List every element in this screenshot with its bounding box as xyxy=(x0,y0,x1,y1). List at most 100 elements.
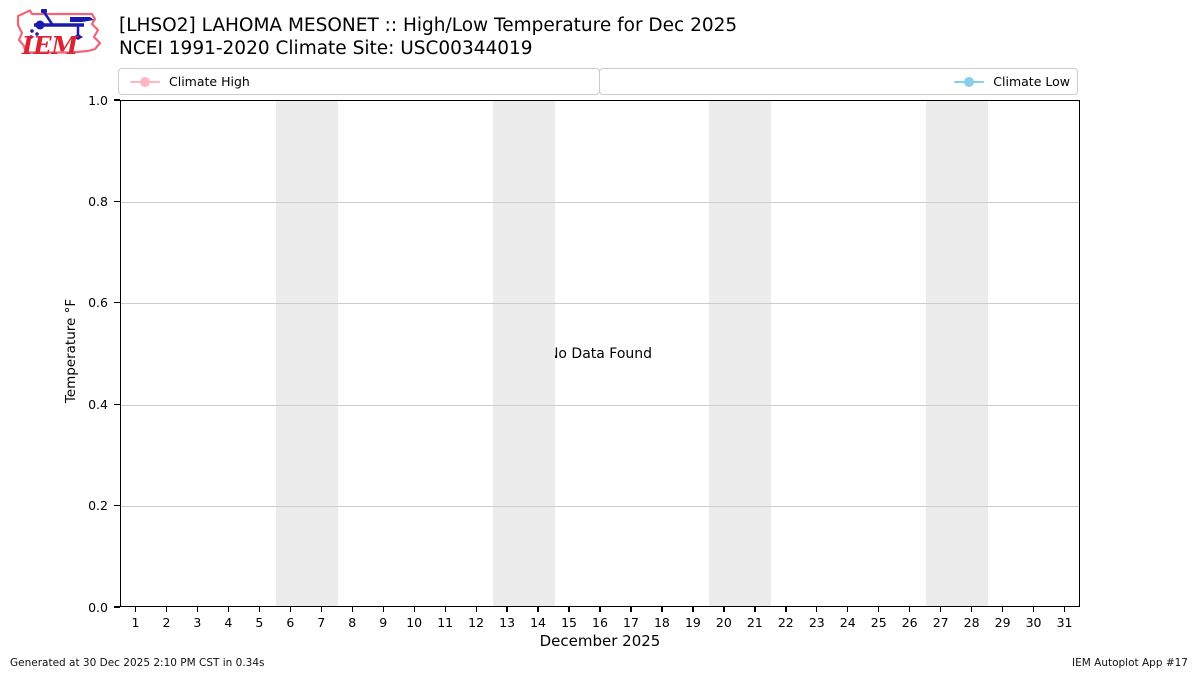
x-tick-label: 27 xyxy=(932,615,949,630)
x-tick-label: 25 xyxy=(870,615,887,630)
app-credit: IEM Autoplot App #17 xyxy=(1072,657,1188,669)
weather-vane-icon xyxy=(29,9,94,40)
legend-label-climate-low: Climate Low xyxy=(993,74,1070,89)
y-axis-label: Temperature °F xyxy=(63,298,79,404)
x-tick-mark xyxy=(754,607,756,612)
x-tick-mark xyxy=(351,607,353,612)
y-tick-label: 0.6 xyxy=(88,295,108,311)
x-tick-label: 1 xyxy=(131,615,140,630)
x-tick-label: 10 xyxy=(406,615,423,630)
y-tick-label: 0.0 xyxy=(88,599,108,615)
legend-entry-climate-high: Climate High xyxy=(118,68,600,95)
y-tick-mark xyxy=(113,403,120,405)
x-tick-label: 17 xyxy=(623,615,639,630)
x-tick-label: 12 xyxy=(468,615,485,630)
x-tick-label: 28 xyxy=(963,615,980,630)
climate-low-marker-icon xyxy=(954,76,985,87)
x-tick-label: 14 xyxy=(530,615,547,630)
x-tick-mark xyxy=(413,607,415,612)
iem-logo: IEM xyxy=(16,9,102,60)
x-tick-label: 9 xyxy=(379,615,388,630)
x-tick-label: 18 xyxy=(653,615,670,630)
x-tick-mark xyxy=(537,607,539,612)
y-gridline xyxy=(121,404,1079,406)
x-tick-label: 11 xyxy=(437,615,454,630)
x-tick-mark xyxy=(909,607,911,612)
x-tick-label: 8 xyxy=(348,615,357,630)
y-gridline xyxy=(121,506,1079,508)
x-tick-label: 23 xyxy=(808,615,825,630)
x-tick-mark xyxy=(320,607,322,612)
y-tick-label: 0.8 xyxy=(88,193,108,209)
y-tick-label: 0.2 xyxy=(88,498,108,514)
x-tick-mark xyxy=(1032,607,1035,612)
x-tick-label: 4 xyxy=(224,615,233,630)
y-tick-mark xyxy=(113,505,120,507)
x-tick-mark xyxy=(816,607,818,612)
x-tick-mark xyxy=(475,607,477,612)
y-gridline xyxy=(121,201,1079,203)
x-tick-label: 3 xyxy=(193,615,202,630)
legend-label-climate-high: Climate High xyxy=(169,74,250,89)
x-tick-mark xyxy=(599,607,601,612)
chart-subtitle: NCEI 1991-2020 Climate Site: USC00344019 xyxy=(119,38,533,59)
weekend-band xyxy=(709,101,772,606)
x-tick-mark xyxy=(940,607,942,612)
plot-area: No Data Found xyxy=(120,100,1080,607)
x-tick-label: 15 xyxy=(561,615,577,630)
x-tick-mark xyxy=(630,607,632,612)
x-tick-label: 2 xyxy=(162,615,171,630)
x-tick-mark xyxy=(227,607,230,612)
x-tick-label: 22 xyxy=(777,615,794,630)
x-tick-mark xyxy=(506,607,508,612)
x-tick-label: 30 xyxy=(1025,615,1042,630)
y-tick-mark xyxy=(113,200,120,203)
x-tick-label: 20 xyxy=(715,615,732,630)
x-tick-label: 24 xyxy=(839,615,856,630)
y-tick-mark xyxy=(113,606,120,608)
x-tick-mark xyxy=(444,607,446,612)
x-tick-label: 26 xyxy=(901,615,918,630)
y-gridline xyxy=(121,303,1079,305)
x-tick-mark xyxy=(971,607,973,612)
legend-entry-climate-low: Climate Low xyxy=(599,68,1078,95)
x-tick-label: 16 xyxy=(592,615,608,630)
x-tick-mark xyxy=(723,607,725,612)
weekend-band xyxy=(926,101,989,606)
logo-iem-text: IEM xyxy=(21,31,80,60)
x-tick-mark xyxy=(878,607,880,612)
x-tick-label: 6 xyxy=(286,615,295,630)
x-axis-label: December 2025 xyxy=(539,632,661,650)
x-tick-label: 29 xyxy=(994,615,1011,630)
chart-title: [LHSO2] LAHOMA MESONET :: High/Low Tempe… xyxy=(119,15,738,36)
x-tick-label: 21 xyxy=(746,615,763,630)
weekend-band xyxy=(492,101,555,606)
x-tick-mark xyxy=(847,607,849,612)
x-tick-mark xyxy=(568,607,570,612)
y-tick-mark xyxy=(113,302,120,304)
x-tick-mark xyxy=(258,607,261,612)
y-tick-label: 1.0 xyxy=(88,92,108,108)
climate-high-marker-icon xyxy=(130,76,160,87)
x-tick-mark xyxy=(785,607,787,612)
x-tick-mark xyxy=(382,607,384,612)
x-tick-mark xyxy=(1001,607,1004,612)
x-tick-label: 31 xyxy=(1056,615,1073,630)
x-tick-label: 5 xyxy=(255,615,264,630)
legend: Climate High Climate Low xyxy=(118,68,1078,95)
generated-timestamp: Generated at 30 Dec 2025 2:10 PM CST in … xyxy=(10,657,265,669)
y-tick-label: 0.4 xyxy=(88,396,108,412)
x-tick-mark xyxy=(196,607,199,612)
x-tick-label: 19 xyxy=(684,615,701,630)
x-tick-mark xyxy=(289,607,292,612)
x-tick-mark xyxy=(1063,607,1066,612)
x-tick-mark xyxy=(692,607,694,612)
x-tick-label: 7 xyxy=(317,615,326,630)
y-tick-mark xyxy=(113,99,120,101)
x-tick-mark xyxy=(661,607,663,612)
x-tick-mark xyxy=(134,607,137,612)
weekend-band xyxy=(275,101,338,606)
x-tick-mark xyxy=(165,607,168,612)
x-tick-label: 13 xyxy=(499,615,516,630)
